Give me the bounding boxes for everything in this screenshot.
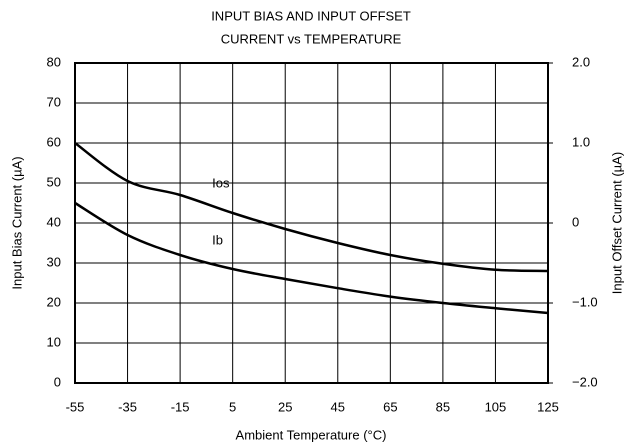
y-axis-label: Input Bias Current (µA)	[9, 156, 24, 289]
x-axis-label: Ambient Temperature (°C)	[236, 427, 387, 442]
x-tick-label: 45	[331, 399, 345, 414]
y-tick-label: 70	[47, 94, 61, 109]
y-tick-label: 20	[47, 294, 61, 309]
y2-axis-label: Input Offset Current (µA)	[609, 152, 624, 294]
x-tick-label: -35	[118, 399, 137, 414]
y-tick-label: 80	[47, 54, 61, 69]
y-tick-label: 30	[47, 254, 61, 269]
y-tick-label: 10	[47, 334, 61, 349]
x-tick-label: 5	[229, 399, 236, 414]
x-tick-label: 85	[436, 399, 450, 414]
y-tick-label: 0	[54, 374, 61, 389]
y2-tick-label: 0	[572, 214, 579, 229]
series-label: Ib	[212, 232, 223, 247]
x-tick-label: 25	[278, 399, 292, 414]
x-tick-label: -15	[171, 399, 190, 414]
x-tick-label: -55	[66, 399, 85, 414]
x-tick-label: 105	[485, 399, 507, 414]
y-tick-label: 40	[47, 214, 61, 229]
x-tick-label: 65	[383, 399, 397, 414]
series-label: Ios	[212, 175, 230, 190]
y-tick-label: 50	[47, 174, 61, 189]
y2-tick-label: −2.0	[572, 374, 598, 389]
plot-frame	[74, 62, 549, 384]
y2-tick-label: −1.0	[572, 294, 598, 309]
chart-title: CURRENT vs TEMPERATURE	[221, 31, 402, 46]
y-tick-label: 60	[47, 134, 61, 149]
y2-tick-label: 2.0	[572, 54, 590, 69]
series-line	[74, 201, 549, 315]
x-tick-label: 125	[537, 399, 559, 414]
series-line	[74, 141, 549, 273]
chart-title: INPUT BIAS AND INPUT OFFSET	[211, 8, 411, 23]
y2-tick-label: 1.0	[572, 134, 590, 149]
